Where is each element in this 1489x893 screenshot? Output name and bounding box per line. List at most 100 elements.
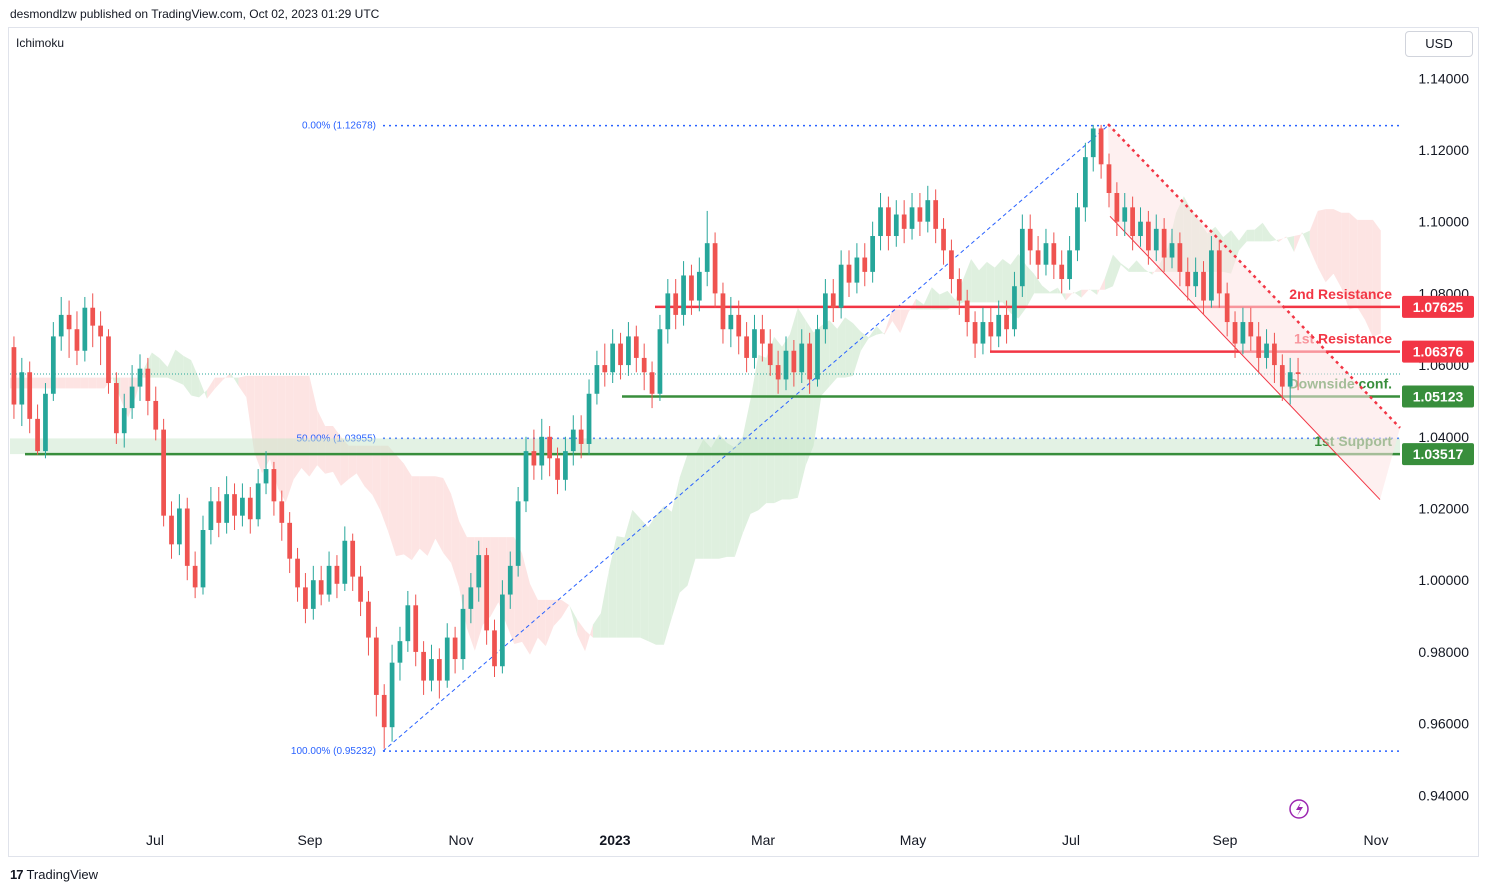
candle-body: [878, 207, 883, 237]
cloud-segment: [57, 377, 66, 389]
candle-body: [626, 336, 631, 366]
candle-body: [925, 200, 931, 222]
candle: [326, 551, 332, 602]
publish-info: desmondlzw published on TradingView.com,…: [10, 7, 380, 21]
cloud-segment: [396, 454, 404, 557]
cloud-segment: [80, 377, 89, 389]
candle: [823, 279, 828, 344]
cloud-segment: [947, 290, 956, 310]
cloud-segment: [1057, 287, 1066, 301]
candle: [484, 547, 489, 645]
cloud-segment: [569, 604, 578, 635]
candle-body: [66, 314, 72, 330]
price-tag-box: [1402, 443, 1474, 466]
candle-body: [1161, 228, 1167, 258]
candle: [334, 555, 340, 599]
candle-body: [563, 451, 568, 480]
candle: [1138, 207, 1143, 247]
candle-body: [1264, 343, 1269, 358]
cloud-segment: [553, 599, 562, 627]
cloud-segment: [73, 377, 81, 389]
cloud-segment: [703, 439, 712, 559]
candle: [1287, 357, 1293, 405]
candle-body: [1287, 372, 1293, 387]
candle: [941, 218, 946, 265]
candle-body: [484, 555, 489, 631]
candle-body: [736, 314, 742, 337]
candle-body: [823, 293, 828, 330]
candle: [421, 641, 426, 695]
cloud-segment: [490, 537, 499, 617]
candle: [19, 357, 25, 427]
cloud-segment: [671, 477, 680, 618]
fib-level-label: 100.00% (0.95232): [291, 746, 376, 757]
candle-body: [980, 322, 986, 344]
candle: [515, 486, 521, 577]
candle: [413, 594, 419, 667]
indicator-label[interactable]: Ichimoku: [16, 36, 65, 50]
candle: [1019, 214, 1025, 297]
cloud-segment: [33, 377, 42, 389]
candle: [90, 293, 96, 348]
channel-upper-line: [1107, 123, 1401, 429]
cloud-segment: [789, 307, 798, 500]
candle-body: [610, 343, 616, 373]
cloud-segment: [537, 599, 546, 647]
candle-body: [618, 343, 623, 366]
cloud-segment: [230, 372, 239, 386]
candle-body: [862, 257, 868, 272]
candle: [618, 332, 623, 380]
candle: [1161, 218, 1167, 272]
cloud-segment: [963, 258, 972, 303]
currency-button[interactable]: USD: [1405, 31, 1473, 57]
price-tag-box: [1402, 385, 1474, 408]
candle: [1098, 124, 1104, 179]
candle-body: [436, 659, 442, 681]
candle-body: [184, 508, 190, 566]
cloud-segment: [459, 521, 467, 629]
candle: [287, 512, 293, 574]
candle: [996, 300, 1002, 348]
candle: [405, 590, 411, 652]
candle-body: [82, 307, 88, 351]
cloud-segment: [1317, 209, 1326, 283]
cloud-segment: [829, 320, 838, 387]
candle-body: [192, 565, 198, 588]
candle: [1177, 232, 1183, 287]
candle: [704, 210, 710, 287]
cloud-segment: [309, 375, 318, 477]
x-tick-label: May: [900, 832, 926, 848]
cloud-segment: [1065, 291, 1074, 301]
cloud-segment: [1073, 289, 1082, 298]
candle-body: [58, 314, 64, 337]
price-tags: 1.07625 1.06376 1.05123 1.03517: [1402, 295, 1474, 466]
candle-body: [11, 347, 17, 405]
candle-body: [444, 637, 450, 681]
cloud-segment: [695, 439, 704, 559]
candle: [255, 469, 261, 527]
candle-body: [665, 293, 671, 330]
cloud-segment: [971, 258, 979, 303]
bolt-icon[interactable]: [1289, 799, 1309, 819]
candle-body: [594, 365, 600, 394]
candle-body: [200, 530, 206, 588]
cloud-segment: [1097, 277, 1106, 295]
cloud-segment: [585, 624, 593, 652]
candle: [82, 296, 88, 362]
footer-brand[interactable]: 17 TradingView: [10, 867, 98, 882]
y-tick-label: 1.14000: [1418, 70, 1469, 86]
candle-body: [1153, 228, 1159, 251]
cloud-segment: [269, 375, 278, 489]
candle-body: [287, 522, 293, 559]
candle-body: [949, 250, 954, 280]
candle: [610, 329, 616, 384]
cloud-segment: [608, 536, 617, 638]
candle-body: [815, 329, 820, 380]
cloud-segment: [522, 553, 530, 655]
candle-body: [838, 264, 844, 308]
candle: [1106, 153, 1112, 208]
candle: [232, 483, 237, 531]
cloud-segment: [1262, 222, 1271, 242]
cloud-segment: [1325, 209, 1334, 283]
